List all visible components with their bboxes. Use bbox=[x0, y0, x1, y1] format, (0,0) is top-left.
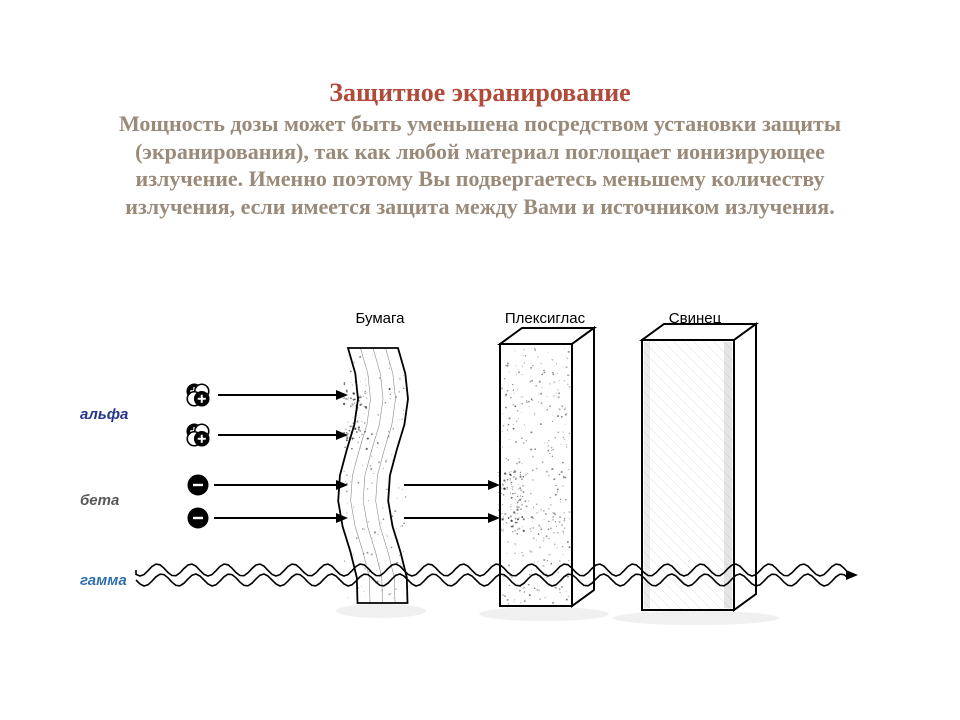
shielding-diagram: альфа бета гамма Бумага Плексиглас Свине… bbox=[80, 300, 880, 680]
diagram-svg bbox=[80, 300, 880, 680]
body-text: Мощность дозы может быть уменьшена посре… bbox=[80, 110, 880, 220]
page-title: Защитное экранирование bbox=[0, 78, 960, 108]
page-root: Защитное экранирование Мощность дозы мож… bbox=[0, 0, 960, 720]
